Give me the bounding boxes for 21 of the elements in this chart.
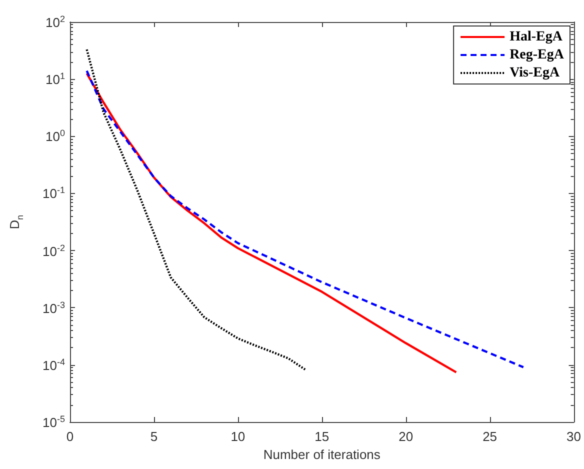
y-tick-label: 10$^{-3}$ (42, 300, 65, 316)
line-series (86, 72, 458, 374)
y-tick-label: 10$^{-5}$ (42, 414, 65, 430)
x-tick-label: 30 (566, 429, 582, 444)
y-tick-label: 10$^{-4}$ (42, 356, 65, 374)
legend-label: Vis-EgA (510, 66, 560, 80)
line-series (86, 48, 306, 371)
y-tick-label: 10$^{1}$ (46, 70, 65, 88)
x-tick-label: 20 (398, 429, 414, 444)
y-tick-label: 10$^{0}$ (46, 128, 65, 144)
x-tick-label: 25 (482, 429, 498, 444)
y-tick-label: 10$^{-1}$ (42, 185, 65, 202)
y-tick-label: 10$^{-2}$ (42, 242, 65, 259)
x-tick-label: 15 (314, 429, 330, 444)
legend-label: Reg-EgA (510, 48, 565, 62)
x-axis-title: Number of iterations (263, 446, 381, 462)
y-tick-label: 10$^{2}$ (46, 14, 65, 30)
x-tick-label: 10 (230, 429, 246, 444)
x-tick-label: 0 (66, 429, 74, 444)
x-tick-label: 5 (150, 429, 158, 444)
legend-label: Hal-EgA (510, 30, 564, 44)
